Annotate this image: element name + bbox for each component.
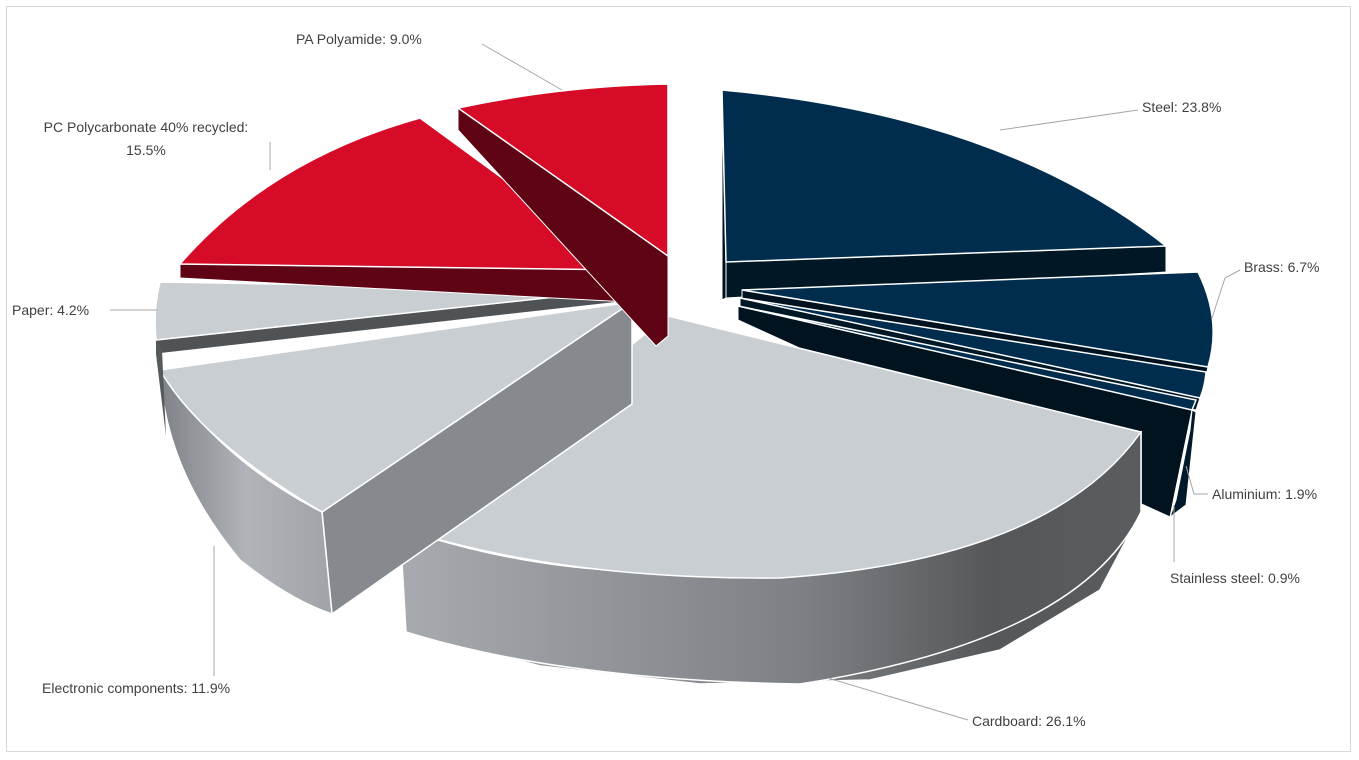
leader-brass	[1211, 269, 1241, 319]
label-aluminium: Aluminium: 1.9%	[1212, 486, 1317, 502]
leader-cardboard	[827, 677, 969, 721]
label-steel: Steel: 23.8%	[1142, 99, 1221, 115]
label-electronic-components: Electronic components: 11.9%	[42, 680, 230, 696]
label-stainless-steel: Stainless steel: 0.9%	[1170, 570, 1300, 586]
label-brass: Brass: 6.7%	[1244, 259, 1319, 275]
slice-electronic-components	[158, 300, 633, 616]
leader-aluminium	[1185, 465, 1208, 495]
slice-paper	[154, 281, 621, 436]
slice-pa-polyamide	[456, 83, 669, 347]
label-paper: Paper: 4.2%	[12, 302, 89, 318]
label-pc-polycarbonate-line2: 15.5%	[126, 142, 166, 158]
label-pc-polycarbonate-line1: PC Polycarbonate 40% recycled:	[44, 119, 249, 135]
leader-steel	[999, 109, 1139, 131]
slice-steel	[721, 89, 1169, 301]
label-cardboard: Cardboard: 26.1%	[972, 713, 1086, 729]
data-labels: PA Polyamide: 9.0% PC Polycarbonate 40% …	[12, 31, 1319, 729]
slice-pc-polycarbonate	[178, 117, 634, 303]
leader-pa-polyamide	[481, 43, 563, 91]
label-pa-polyamide: PA Polyamide: 9.0%	[296, 31, 422, 47]
leader-lines	[110, 43, 1241, 721]
